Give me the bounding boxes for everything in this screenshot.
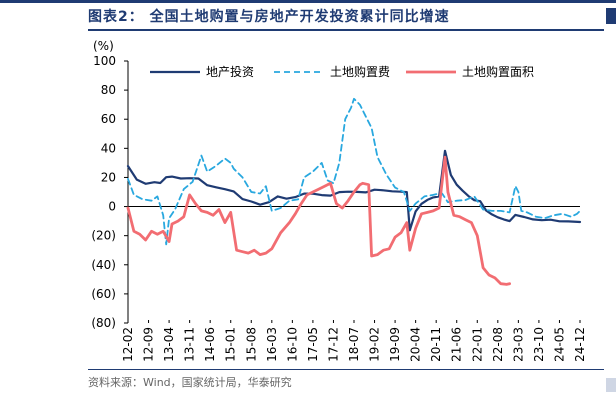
x-tick-label: 20-11 xyxy=(429,327,443,362)
y-tick-label: (20) xyxy=(91,229,116,243)
x-tick-label: 22-08 xyxy=(491,327,505,362)
x-tick-label: 22-01 xyxy=(470,327,484,362)
x-tick-label: 14-06 xyxy=(203,327,217,362)
y-tick-label: (80) xyxy=(91,316,116,330)
y-tick-label: 100 xyxy=(93,54,116,68)
source-note: 资料来源：Wind，国家统计局，华泰研究 xyxy=(88,376,292,389)
x-tick-label: 23-03 xyxy=(511,327,525,362)
y-tick-label: 0 xyxy=(108,200,116,214)
figure-title: 图表2： 全国土地购置与房地产开发投资累计同比增速 xyxy=(88,9,450,25)
x-tick-label: 15-01 xyxy=(224,327,238,362)
y-tick-label: (40) xyxy=(91,258,116,272)
x-tick-label: 24-12 xyxy=(573,327,587,362)
x-tick-label: 23-10 xyxy=(532,327,546,362)
adjacent-figure-edge xyxy=(606,8,616,24)
adjacent-figure-edge-bottom xyxy=(606,378,616,392)
x-tick-label: 17-12 xyxy=(326,327,340,362)
title-divider xyxy=(88,29,604,31)
y-axis-unit: (%) xyxy=(93,39,114,53)
x-tick-labels: 12-02 12-09 13-04 13-11 14-06 15-01 15-08 16-03… xyxy=(121,327,587,362)
x-tick-label: 16-10 xyxy=(285,327,299,362)
y-tick-labels: 100 80 60 40 20 0 (20) (40) (60) (80) xyxy=(91,54,128,330)
y-tick-label: 20 xyxy=(101,170,116,184)
x-tick-label: 13-04 xyxy=(162,327,176,362)
x-tick-label: 17-05 xyxy=(306,327,320,362)
y-tick-label: 60 xyxy=(101,112,116,126)
legend-label-2: 土地购置费 xyxy=(330,64,390,79)
y-tick-label: (60) xyxy=(91,287,116,301)
x-tick-label: 16-03 xyxy=(265,327,279,362)
x-tick-label: 20-04 xyxy=(409,327,423,362)
series-layer xyxy=(126,97,582,286)
y-tick-label: 80 xyxy=(101,83,116,97)
y-tick-label: 40 xyxy=(101,141,116,155)
x-tick-label: 12-02 xyxy=(121,327,135,362)
x-tick-label: 24-05 xyxy=(552,327,566,362)
legend-label-3: 土地购置面积 xyxy=(462,64,534,79)
x-axis xyxy=(127,320,581,323)
y-axis: (%) xyxy=(93,39,129,323)
legend-label-1: 地产投资 xyxy=(206,64,254,79)
top-accent-bar xyxy=(0,0,616,3)
x-tick-label: 21-06 xyxy=(450,327,464,362)
x-tick-label: 19-09 xyxy=(388,327,402,362)
series-line-1 xyxy=(126,149,582,232)
x-tick-label: 15-08 xyxy=(244,327,258,362)
x-tick-label: 18-07 xyxy=(347,327,361,362)
series-line-2 xyxy=(127,97,581,246)
x-tick-label: 19-02 xyxy=(368,327,382,362)
source-divider xyxy=(88,369,604,370)
x-tick-label: 13-11 xyxy=(183,327,197,362)
series-line-3 xyxy=(126,155,511,286)
x-tick-label: 12-09 xyxy=(142,327,156,362)
legend: 地产投资 土地购置费 土地购置面积 xyxy=(150,64,534,79)
